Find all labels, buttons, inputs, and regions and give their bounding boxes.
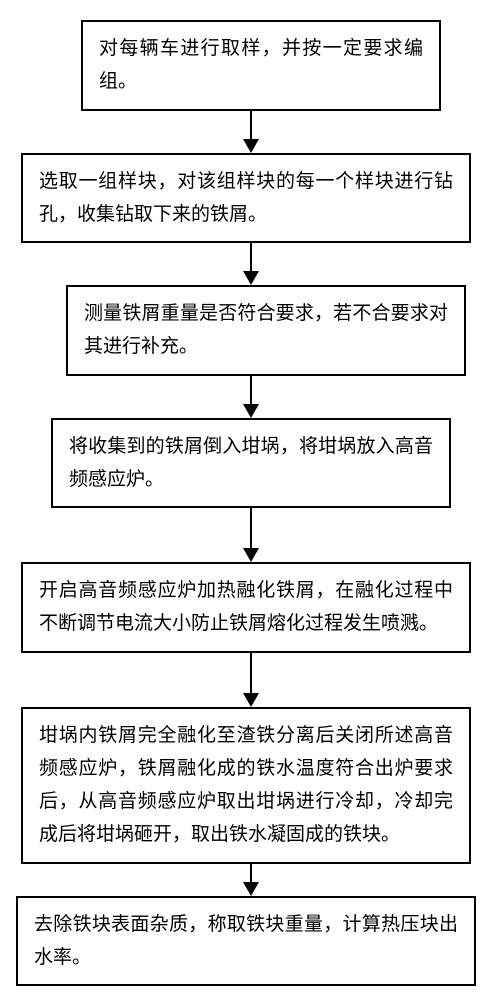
- arrow-head-icon: [243, 882, 259, 896]
- flow-arrow-5: [243, 653, 259, 707]
- flow-arrow-2: [243, 243, 259, 285]
- arrow-head-icon: [243, 139, 259, 153]
- arrow-head-icon: [243, 693, 259, 707]
- flow-step-7: 去除铁块表面杂质，称取铁块重量，计算热压块出水率。: [16, 896, 476, 987]
- flow-arrow-1: [243, 111, 259, 153]
- arrow-line-icon: [250, 243, 252, 271]
- flow-arrow-6: [243, 864, 259, 896]
- flow-step-4: 将收集到的铁屑倒入坩埚，将坩埚放入高音频感应炉。: [51, 418, 451, 509]
- flow-step-2: 选取一组样块，对该组样块的每一个样块进行钻孔，收集钻取下来的铁屑。: [21, 153, 471, 244]
- arrow-line-icon: [250, 508, 252, 548]
- arrow-line-icon: [250, 864, 252, 882]
- flow-arrow-3: [243, 376, 259, 418]
- flow-step-5: 开启高音频感应炉加热融化铁屑，在融化过程中不断调节电流大小防止铁屑熔化过程发生喷…: [21, 562, 471, 653]
- arrow-head-icon: [243, 404, 259, 418]
- flow-step-5-text: 开启高音频感应炉加热融化铁屑，在融化过程中不断调节电流大小防止铁屑熔化过程发生喷…: [39, 580, 453, 634]
- arrow-line-icon: [250, 376, 252, 404]
- flow-step-3-text: 测量铁屑重量是否符合要求，若不合要求对其进行补充。: [84, 303, 448, 357]
- flow-step-6-text: 坩埚内铁屑完全融化至渣铁分离后关闭所述高音频感应炉，铁屑融化成的铁水温度符合出炉…: [39, 725, 453, 846]
- flow-step-4-text: 将收集到的铁屑倒入坩埚，将坩埚放入高音频感应炉。: [69, 436, 433, 490]
- arrow-line-icon: [250, 653, 252, 693]
- flow-step-2-text: 选取一组样块，对该组样块的每一个样块进行钻孔，收集钻取下来的铁屑。: [39, 171, 453, 225]
- flow-arrow-4: [243, 508, 259, 562]
- arrow-head-icon: [243, 548, 259, 562]
- flow-step-1-text: 对每辆车进行取样，并按一定要求编组。: [99, 38, 423, 92]
- flow-step-3: 测量铁屑重量是否符合要求，若不合要求对其进行补充。: [66, 285, 466, 376]
- flow-step-7-text: 去除铁块表面杂质，称取铁块重量，计算热压块出水率。: [34, 914, 458, 968]
- arrow-head-icon: [243, 271, 259, 285]
- arrow-line-icon: [250, 111, 252, 139]
- flowchart-container: 对每辆车进行取样，并按一定要求编组。 选取一组样块，对该组样块的每一个样块进行钻…: [0, 0, 502, 1006]
- flow-step-6: 坩埚内铁屑完全融化至渣铁分离后关闭所述高音频感应炉，铁屑融化成的铁水温度符合出炉…: [21, 707, 471, 864]
- flow-step-1: 对每辆车进行取样，并按一定要求编组。: [81, 20, 441, 111]
